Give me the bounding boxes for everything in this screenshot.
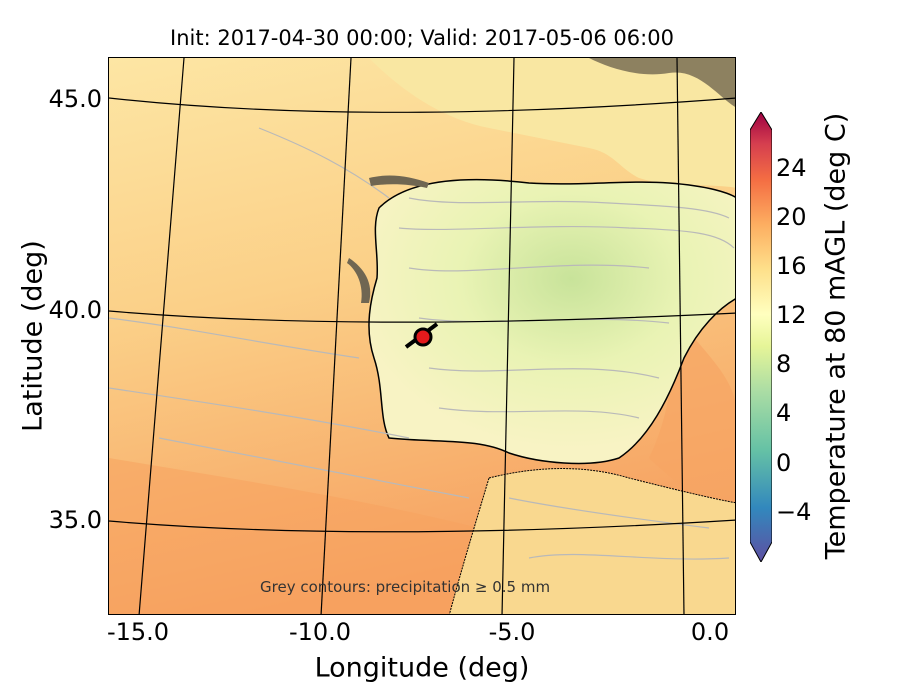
colorbar-tick-label: 24 bbox=[776, 154, 807, 182]
temperature-map bbox=[109, 58, 735, 614]
x-tick-label: 0.0 bbox=[690, 618, 730, 646]
y-tick-label: 35.0 bbox=[48, 506, 102, 534]
colorbar-fill bbox=[750, 112, 772, 562]
iberia-land bbox=[368, 178, 735, 465]
colorbar-tick-label: 4 bbox=[776, 399, 792, 427]
site-marker-icon bbox=[413, 327, 433, 347]
x-tick-label: -15.0 bbox=[106, 618, 170, 646]
x-tick-label: -10.0 bbox=[288, 618, 352, 646]
colorbar-tick-label: 12 bbox=[776, 301, 807, 329]
y-tick-label: 40.0 bbox=[48, 296, 102, 324]
alps-terrain bbox=[589, 58, 735, 107]
colorbar-tick-label: −4 bbox=[776, 498, 812, 526]
y-axis-label: Latitude (deg) bbox=[17, 240, 49, 432]
x-axis-label: Longitude (deg) bbox=[314, 652, 530, 684]
colorbar bbox=[750, 112, 772, 562]
france-land bbox=[369, 58, 735, 188]
colorbar-label: Temperature at 80 mAGL (deg C) bbox=[820, 112, 852, 560]
pyrenees-terrain bbox=[369, 175, 429, 188]
warm-band bbox=[109, 458, 479, 614]
mediterranean-warm bbox=[649, 308, 735, 527]
coast-terrain bbox=[347, 258, 371, 303]
precip-annotation: Grey contours: precipitation ≥ 0.5 mm bbox=[260, 578, 551, 596]
x-tick-label: -5.0 bbox=[488, 618, 536, 646]
colorbar-tick-label: 8 bbox=[776, 350, 792, 378]
y-tick-label: 45.0 bbox=[48, 85, 102, 113]
map-title: Init: 2017-04-30 00:00; Valid: 2017-05-0… bbox=[170, 26, 674, 50]
map-plot-area[interactable] bbox=[108, 57, 736, 615]
graticule bbox=[109, 58, 735, 614]
precip-contours bbox=[109, 127, 735, 560]
colorbar-tick-label: 16 bbox=[776, 252, 807, 280]
colorbar-tick-label: 20 bbox=[776, 203, 807, 231]
africa-land bbox=[449, 468, 735, 614]
colorbar-tick-label: 0 bbox=[776, 449, 792, 477]
